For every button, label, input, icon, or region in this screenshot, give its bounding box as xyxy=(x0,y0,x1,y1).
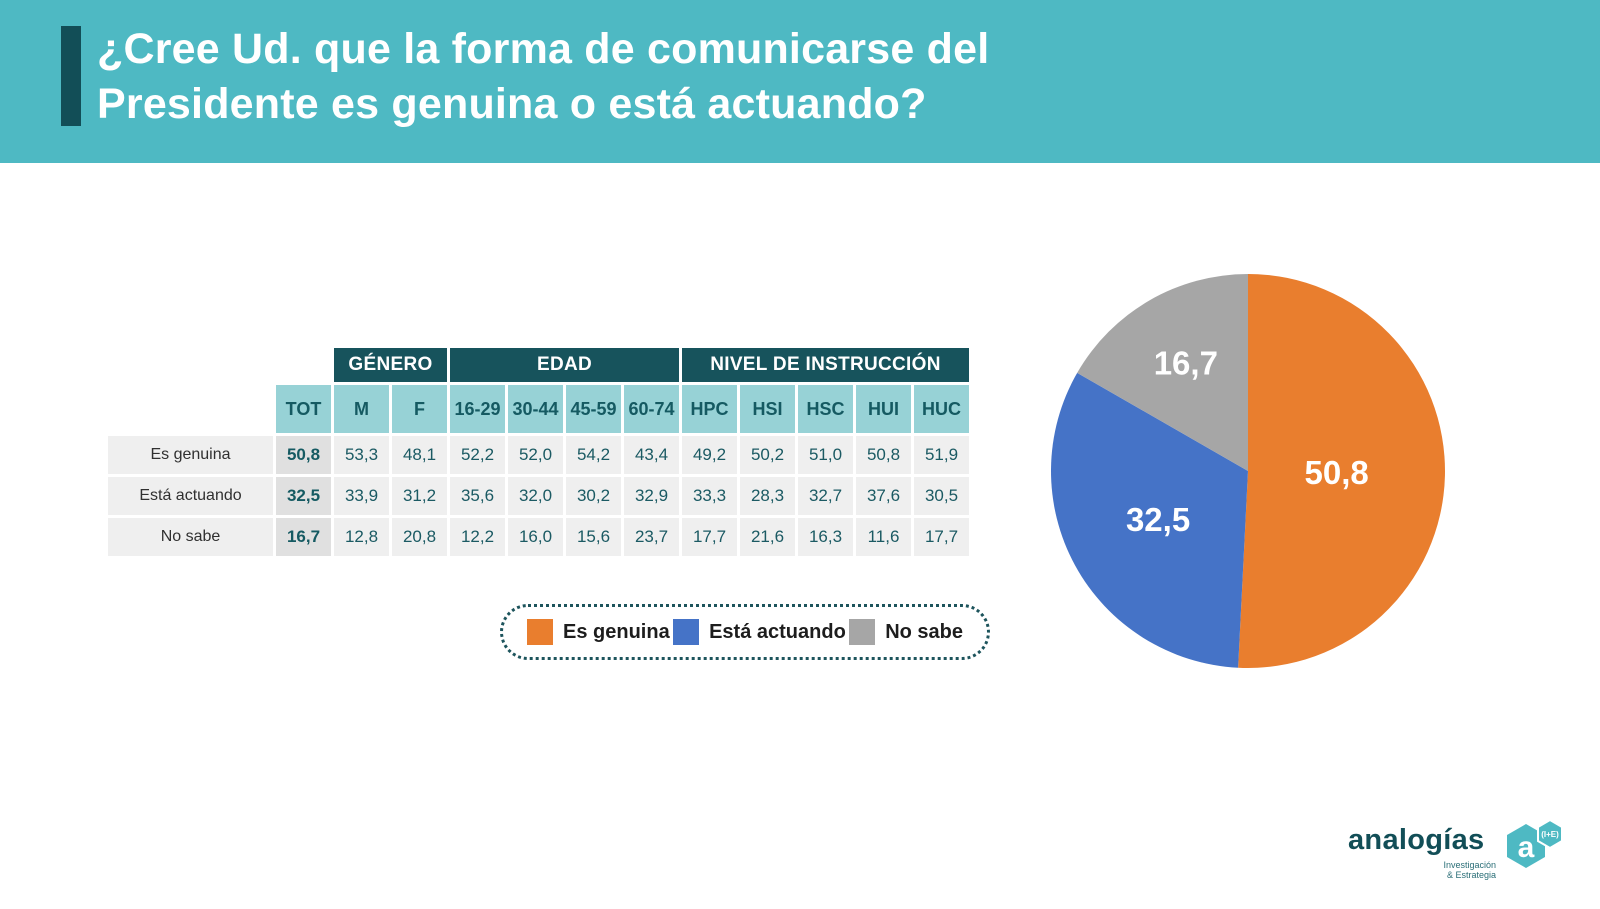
data-cell-2-9: 11,6 xyxy=(856,518,911,556)
data-cell-1-3: 32,0 xyxy=(508,477,563,515)
data-cell-1-7: 28,3 xyxy=(740,477,795,515)
data-cell-1-1: 31,2 xyxy=(392,477,447,515)
data-cell-0-3: 52,0 xyxy=(508,436,563,474)
legend-swatch-icon xyxy=(849,619,876,645)
chart-legend: Es genuina Está actuando No sabe xyxy=(500,604,990,660)
table-corner xyxy=(108,348,331,382)
tot-cell-2: 16,7 xyxy=(276,518,331,556)
group-header-cell-2: NIVEL DE INSTRUCCIÓN xyxy=(682,348,969,382)
subheader-cell-3: 16-29 xyxy=(450,385,505,433)
data-cell-2-3: 16,0 xyxy=(508,518,563,556)
group-header-cell-1: EDAD xyxy=(450,348,679,382)
hexagon-badge-label: (I+E) xyxy=(1541,830,1559,839)
subheader-cell-10: HUI xyxy=(856,385,911,433)
tot-cell-0: 50,8 xyxy=(276,436,331,474)
subheader-cell-5: 45-59 xyxy=(566,385,621,433)
pie-chart: 50,8 32,5 16,7 xyxy=(1051,274,1445,668)
tot-cell-1: 32,5 xyxy=(276,477,331,515)
subheader-cell-4: 30-44 xyxy=(508,385,563,433)
data-cell-2-4: 15,6 xyxy=(566,518,621,556)
data-cell-2-7: 21,6 xyxy=(740,518,795,556)
data-cell-1-9: 37,6 xyxy=(856,477,911,515)
pie-value-label-2: 16,7 xyxy=(1154,345,1218,382)
page-title: ¿Cree Ud. que la forma de comunicarse de… xyxy=(97,22,989,132)
pie-value-label-0: 50,8 xyxy=(1305,454,1369,491)
data-cell-0-8: 51,0 xyxy=(798,436,853,474)
data-cell-0-10: 51,9 xyxy=(914,436,969,474)
subheader-cell-0: TOT xyxy=(276,385,331,433)
hexagon-letter: a xyxy=(1518,831,1535,864)
data-cell-2-1: 20,8 xyxy=(392,518,447,556)
pie-slice-1 xyxy=(1051,372,1248,668)
title-accent-bar xyxy=(61,26,81,126)
subheader-cell-9: HSC xyxy=(798,385,853,433)
data-cell-2-8: 16,3 xyxy=(798,518,853,556)
legend-item-1: Está actuando xyxy=(673,619,846,645)
data-cell-2-6: 17,7 xyxy=(682,518,737,556)
pie-value-label-1: 32,5 xyxy=(1126,501,1190,538)
page-title-line2: Presidente es genuina o está actuando? xyxy=(97,80,927,128)
subheader-cell-7: HPC xyxy=(682,385,737,433)
data-cell-0-0: 53,3 xyxy=(334,436,389,474)
legend-item-2: No sabe xyxy=(849,619,963,645)
pie-slice-0 xyxy=(1238,274,1445,668)
data-cell-2-2: 12,2 xyxy=(450,518,505,556)
subheader-cell-11: HUC xyxy=(914,385,969,433)
data-cell-0-4: 54,2 xyxy=(566,436,621,474)
crosstab-table: GÉNERO EDAD NIVEL DE INSTRUCCIÓN TOT M F 16-29… xyxy=(108,348,969,556)
page-title-line1: ¿Cree Ud. que la forma de comunicarse de… xyxy=(97,25,990,73)
data-cell-0-5: 43,4 xyxy=(624,436,679,474)
data-cell-0-9: 50,8 xyxy=(856,436,911,474)
header-band: ¿Cree Ud. que la forma de comunicarse de… xyxy=(0,0,1600,163)
data-cell-0-2: 52,2 xyxy=(450,436,505,474)
brand-tagline-line1: Investigación xyxy=(1443,860,1496,870)
legend-swatch-icon xyxy=(527,619,553,645)
brand-logo: analogías Investigación & Estrategia a (… xyxy=(1330,816,1565,891)
hexagon-badge-shape xyxy=(1537,818,1563,850)
pie-slice-2 xyxy=(1077,274,1248,471)
brand-wordmark: analogías xyxy=(1348,824,1485,856)
data-cell-0-1: 48,1 xyxy=(392,436,447,474)
data-cell-2-5: 23,7 xyxy=(624,518,679,556)
hexagon-shape xyxy=(1507,824,1545,868)
data-cell-0-7: 50,2 xyxy=(740,436,795,474)
data-cell-1-6: 33,3 xyxy=(682,477,737,515)
data-cell-1-0: 33,9 xyxy=(334,477,389,515)
subheader-cell-8: HSI xyxy=(740,385,795,433)
data-cell-1-4: 30,2 xyxy=(566,477,621,515)
data-cell-0-6: 49,2 xyxy=(682,436,737,474)
data-cell-1-10: 30,5 xyxy=(914,477,969,515)
data-cell-1-5: 32,9 xyxy=(624,477,679,515)
subheader-cell-1: M xyxy=(334,385,389,433)
group-header-cell-0: GÉNERO xyxy=(334,348,447,382)
data-cell-1-8: 32,7 xyxy=(798,477,853,515)
data-cell-2-0: 12,8 xyxy=(334,518,389,556)
brand-tagline-line2: & Estrategia xyxy=(1446,870,1496,880)
brand-tagline: Investigación & Estrategia xyxy=(1348,860,1496,880)
legend-swatch-icon xyxy=(673,619,700,645)
data-cell-1-2: 35,6 xyxy=(450,477,505,515)
data-cell-2-10: 17,7 xyxy=(914,518,969,556)
legend-label: Es genuina xyxy=(563,620,670,643)
subheader-cell-6: 60-74 xyxy=(624,385,679,433)
subheader-spacer xyxy=(108,385,273,433)
row-label-1: Está actuando xyxy=(108,477,273,515)
subheader-cell-2: F xyxy=(392,385,447,433)
row-label-2: No sabe xyxy=(108,518,273,556)
legend-label: Está actuando xyxy=(709,620,846,643)
brand-hexagon-icon: a (I+E) xyxy=(1507,818,1563,868)
row-label-0: Es genuina xyxy=(108,436,273,474)
legend-item-0: Es genuina xyxy=(527,619,670,645)
legend-label: No sabe xyxy=(885,620,963,643)
